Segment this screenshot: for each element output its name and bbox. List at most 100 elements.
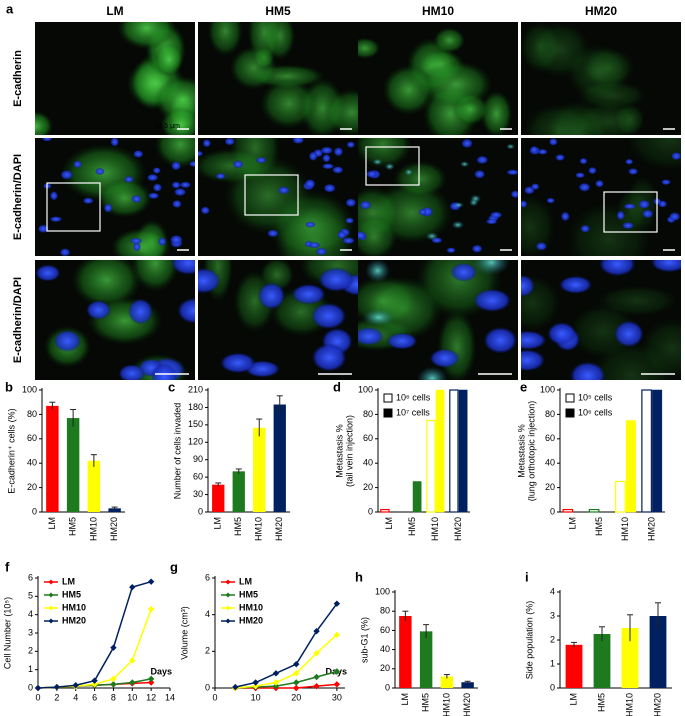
nucleus bbox=[127, 298, 154, 325]
nucleus bbox=[453, 202, 464, 208]
zoom-box bbox=[365, 146, 420, 186]
legend-label: HM10 bbox=[239, 602, 263, 612]
legend-swatch bbox=[383, 408, 393, 418]
nucleus bbox=[49, 216, 63, 223]
nucleus bbox=[171, 181, 181, 189]
y-tick-label: 2 bbox=[28, 646, 33, 656]
nucleus bbox=[157, 237, 167, 246]
nucleus bbox=[362, 308, 395, 326]
cell-cluster bbox=[358, 214, 398, 256]
x-tick-label: LM bbox=[384, 517, 394, 530]
nucleus bbox=[569, 361, 606, 380]
y-tick-label: 4 bbox=[28, 609, 33, 619]
legend-marker bbox=[225, 618, 231, 624]
nucleus bbox=[267, 229, 279, 238]
nucleus bbox=[304, 179, 316, 189]
nucleus bbox=[232, 160, 244, 169]
column-header: HM20 bbox=[585, 4, 617, 18]
legend-label: HM20 bbox=[239, 615, 263, 625]
nucleus bbox=[169, 234, 183, 245]
y-axis-label: sub-G1 (%) bbox=[359, 617, 369, 663]
micrograph bbox=[358, 260, 518, 380]
y-tick-label: 0 bbox=[32, 506, 37, 516]
nucleus bbox=[345, 198, 357, 208]
micrograph bbox=[521, 138, 681, 256]
legend-label: HM20 bbox=[62, 615, 86, 625]
y-tick-label: 120 bbox=[188, 437, 203, 447]
nucleus bbox=[560, 211, 570, 222]
bar bbox=[273, 404, 286, 512]
x-tick-label: 20 bbox=[291, 692, 301, 702]
x-tick-label: HM5 bbox=[594, 517, 604, 536]
nucleus bbox=[642, 209, 654, 219]
cells bbox=[198, 260, 358, 378]
marker bbox=[272, 670, 280, 677]
panel-label: i bbox=[525, 569, 529, 584]
nucleus bbox=[320, 146, 333, 155]
marker bbox=[333, 631, 341, 639]
x-tick-label: HM10 bbox=[620, 517, 630, 541]
nucleus bbox=[342, 237, 355, 244]
x-tick-label: HM20 bbox=[462, 693, 472, 716]
nucleus bbox=[73, 160, 83, 169]
bar bbox=[621, 628, 639, 688]
nucleus bbox=[671, 152, 681, 161]
nucleus bbox=[170, 260, 195, 276]
nucleus bbox=[152, 167, 161, 174]
legend-label: LM bbox=[62, 576, 75, 586]
nucleus bbox=[171, 161, 182, 171]
nucleus bbox=[172, 199, 182, 208]
nucleus bbox=[60, 169, 74, 180]
nucleus bbox=[49, 191, 58, 201]
marker bbox=[129, 583, 136, 591]
nucleus bbox=[470, 194, 482, 203]
nucleus bbox=[358, 327, 384, 346]
nucleus bbox=[483, 326, 518, 354]
cell-cluster bbox=[323, 88, 358, 135]
nucleus bbox=[359, 200, 372, 210]
x-tick-label: 6 bbox=[92, 692, 97, 702]
y-tick-label: 0 bbox=[385, 682, 390, 692]
x-tick-label: 8 bbox=[111, 692, 116, 702]
micrograph bbox=[198, 260, 358, 380]
cell-cluster bbox=[596, 285, 678, 317]
marker bbox=[252, 679, 259, 686]
series-line bbox=[235, 603, 338, 688]
nucleus bbox=[146, 173, 159, 182]
nucleus bbox=[308, 241, 321, 249]
nucleus bbox=[616, 210, 625, 221]
y-tick-label: 20 bbox=[545, 482, 555, 492]
nucleus bbox=[372, 158, 383, 166]
y-axis-label: Volume (cm³) bbox=[179, 606, 189, 660]
micrograph bbox=[521, 260, 681, 380]
column-header: LM bbox=[106, 4, 123, 18]
nucleus bbox=[418, 208, 427, 216]
y-tick-label: 40 bbox=[545, 458, 555, 468]
nucleus bbox=[358, 231, 367, 240]
bar bbox=[588, 508, 600, 513]
marker bbox=[91, 677, 98, 684]
bar bbox=[562, 508, 574, 513]
y-tick-label: 210 bbox=[188, 384, 203, 394]
nucleus bbox=[386, 332, 418, 350]
nucleus bbox=[661, 179, 671, 186]
nucleus bbox=[110, 138, 119, 147]
x-tick-label: HM5 bbox=[68, 517, 78, 536]
nucleus bbox=[471, 244, 483, 253]
marker bbox=[91, 681, 98, 688]
y-tick-label: 4 bbox=[550, 586, 555, 596]
marker bbox=[110, 675, 117, 683]
y-tick-label: 1 bbox=[550, 658, 555, 668]
y-tick-label: 6 bbox=[205, 572, 210, 582]
nucleus bbox=[147, 192, 160, 200]
nucleus bbox=[310, 302, 347, 330]
row-label: E-cadherin bbox=[12, 50, 24, 107]
nucleus bbox=[404, 168, 413, 176]
marker bbox=[293, 670, 300, 677]
cell-cluster bbox=[198, 148, 271, 184]
nucleus bbox=[198, 150, 204, 157]
micrograph bbox=[35, 260, 195, 380]
y-axis-label: Cell Number (10⁵) bbox=[2, 597, 12, 669]
nucleus bbox=[118, 364, 146, 380]
y-tick-label: 60 bbox=[380, 625, 390, 635]
